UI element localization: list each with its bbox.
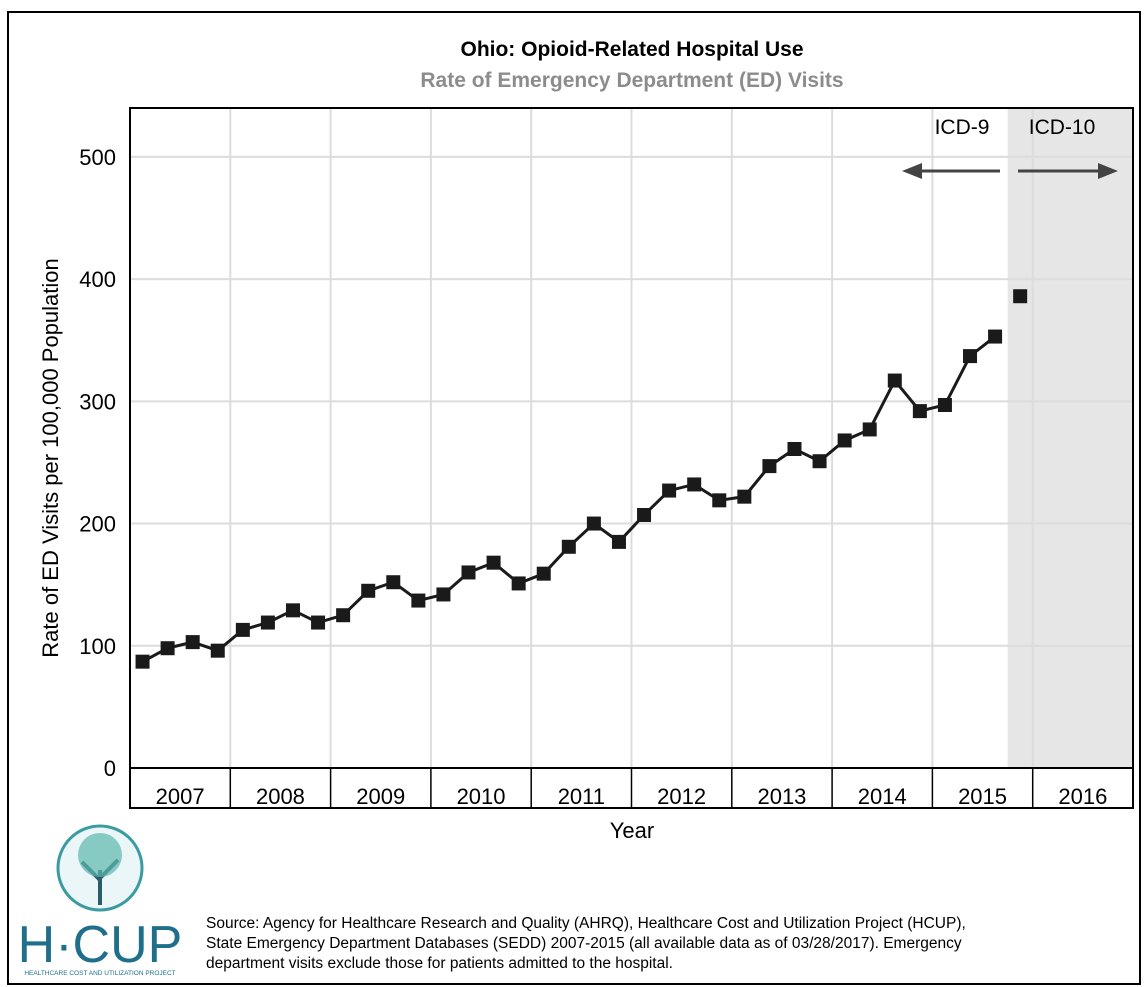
source-line: department visits exclude those for pati… xyxy=(206,955,673,972)
x-tick-label: 2012 xyxy=(657,784,706,809)
plot-border xyxy=(129,107,1134,809)
data-point xyxy=(486,555,501,570)
data-point xyxy=(135,654,150,669)
data-point xyxy=(586,516,601,531)
logo-tagline: HEALTHCARE COST AND UTILIZATION PROJECT xyxy=(24,970,175,977)
data-point xyxy=(235,622,250,637)
source-line: Source: Agency for Healthcare Research a… xyxy=(206,915,966,932)
x-tick-label: 2015 xyxy=(958,784,1007,809)
data-point xyxy=(862,422,877,437)
data-point xyxy=(737,489,752,504)
x-tick-label: 2016 xyxy=(1058,784,1107,809)
data-point xyxy=(988,329,1003,344)
logo-name: H·CUP xyxy=(18,916,183,974)
data-point xyxy=(311,615,326,630)
data-point xyxy=(963,349,978,364)
data-point xyxy=(887,373,902,388)
x-tick-label: 2013 xyxy=(757,784,806,809)
x-tick-label: 2011 xyxy=(558,784,605,809)
frame xyxy=(7,11,1141,985)
y-axis-label: Rate of ED Visits per 100,000 Population xyxy=(38,258,63,658)
x-tick-label: 2008 xyxy=(256,784,305,809)
y-tick-label: 400 xyxy=(79,267,116,292)
data-point xyxy=(837,433,852,448)
data-point xyxy=(511,576,526,591)
data-point xyxy=(185,635,200,650)
data-point xyxy=(411,593,426,608)
data-point xyxy=(787,442,802,456)
data-point xyxy=(361,583,376,598)
x-tick-label: 2009 xyxy=(356,784,405,809)
logo: H·CUP HEALTHCARE COST AND UTILIZATION PR… xyxy=(18,824,183,977)
data-point xyxy=(812,454,827,469)
data-point xyxy=(687,477,702,492)
x-tick-label: 2010 xyxy=(457,784,506,809)
icd10-region xyxy=(1007,108,1133,768)
data-point xyxy=(662,483,677,498)
data-point xyxy=(386,575,401,590)
data-point xyxy=(937,398,952,412)
data-point xyxy=(712,493,727,508)
data-point xyxy=(611,534,626,549)
data-point xyxy=(260,615,275,630)
data-point xyxy=(561,539,576,554)
data-point xyxy=(762,459,777,474)
x-tick-label: 2007 xyxy=(156,784,205,809)
x-tick-label: 2014 xyxy=(858,784,907,809)
chart-title: Ohio: Opioid-Related Hospital Use xyxy=(460,38,803,61)
data-point xyxy=(637,508,652,522)
data-point xyxy=(536,566,551,581)
data-point xyxy=(336,608,351,623)
data-point xyxy=(912,404,927,419)
data-point xyxy=(436,587,451,602)
data-point xyxy=(461,565,476,580)
x-axis-label: Year xyxy=(610,818,654,843)
data-point xyxy=(160,641,175,656)
y-tick-label: 0 xyxy=(104,756,116,781)
y-tick-label: 100 xyxy=(79,634,116,659)
y-tick-label: 500 xyxy=(79,145,116,170)
chart-subtitle: Rate of Emergency Department (ED) Visits xyxy=(420,69,843,92)
data-point xyxy=(285,603,300,618)
y-tick-label: 300 xyxy=(79,389,116,414)
source-line: State Emergency Department Databases (SE… xyxy=(206,935,962,952)
annotation: ICD-9 xyxy=(935,116,990,139)
arrow xyxy=(902,163,1118,179)
data-point xyxy=(1013,289,1028,304)
y-tick-label: 200 xyxy=(79,512,116,537)
data-point xyxy=(210,643,225,658)
annotation: ICD-10 xyxy=(1029,116,1096,139)
